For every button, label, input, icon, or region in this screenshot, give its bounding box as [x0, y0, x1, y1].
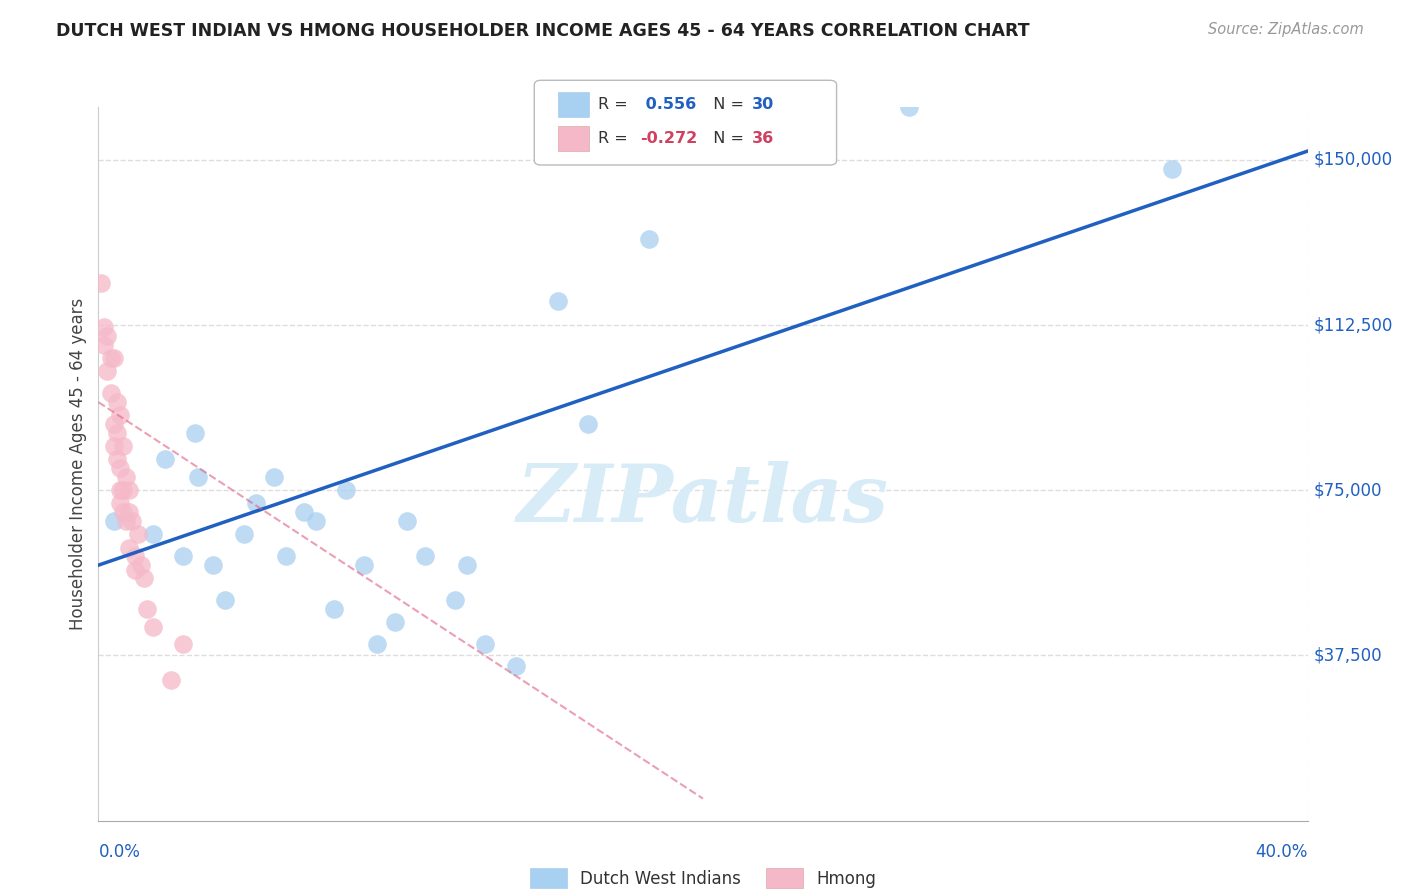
Text: 36: 36: [752, 131, 775, 145]
Text: DUTCH WEST INDIAN VS HMONG HOUSEHOLDER INCOME AGES 45 - 64 YEARS CORRELATION CHA: DUTCH WEST INDIAN VS HMONG HOUSEHOLDER I…: [56, 22, 1029, 40]
Point: [118, 541, 141, 555]
Point: [108, 496, 131, 510]
Point: [1160, 161, 1182, 176]
Point: [576, 417, 599, 432]
Point: [132, 571, 155, 585]
Point: [142, 527, 165, 541]
Point: [118, 483, 141, 498]
Point: [474, 637, 496, 651]
Point: [353, 558, 375, 573]
Point: [114, 514, 136, 528]
Text: R =: R =: [598, 97, 633, 112]
Point: [142, 620, 165, 634]
Point: [111, 505, 134, 519]
Point: [103, 417, 125, 432]
Point: [108, 483, 131, 498]
Point: [172, 549, 194, 564]
Point: [305, 514, 328, 528]
Point: [96, 364, 118, 378]
Point: [108, 409, 131, 423]
Text: $150,000: $150,000: [1313, 151, 1393, 169]
Legend: Dutch West Indians, Hmong: Dutch West Indians, Hmong: [523, 862, 883, 892]
Point: [232, 527, 254, 541]
Text: ZIPatlas: ZIPatlas: [517, 461, 889, 538]
Point: [135, 602, 157, 616]
Point: [105, 395, 128, 409]
Text: $112,500: $112,500: [1313, 316, 1393, 334]
Point: [103, 439, 125, 453]
Point: [637, 232, 659, 246]
Point: [172, 637, 194, 651]
Point: [335, 483, 357, 498]
Point: [118, 505, 141, 519]
Point: [263, 470, 285, 484]
Y-axis label: Householder Income Ages 45 - 64 years: Householder Income Ages 45 - 64 years: [69, 298, 87, 630]
Point: [93, 320, 115, 334]
Point: [444, 593, 467, 607]
Text: 0.0%: 0.0%: [98, 843, 141, 861]
Point: [274, 549, 297, 564]
Point: [187, 470, 209, 484]
Point: [111, 483, 134, 498]
Point: [129, 558, 152, 573]
Point: [100, 351, 122, 365]
Point: [366, 637, 388, 651]
Text: -0.272: -0.272: [640, 131, 697, 145]
Point: [108, 461, 131, 475]
Text: R =: R =: [598, 131, 633, 145]
Point: [93, 338, 115, 352]
Point: [100, 386, 122, 401]
Point: [127, 527, 149, 541]
Point: [90, 73, 112, 87]
Point: [245, 496, 267, 510]
Point: [292, 505, 315, 519]
Point: [124, 549, 146, 564]
Point: [114, 470, 136, 484]
Point: [395, 514, 418, 528]
Text: Source: ZipAtlas.com: Source: ZipAtlas.com: [1208, 22, 1364, 37]
Point: [505, 659, 527, 673]
Point: [897, 100, 920, 114]
Point: [456, 558, 478, 573]
Point: [384, 615, 406, 630]
Point: [121, 514, 143, 528]
Point: [214, 593, 236, 607]
Point: [105, 452, 128, 467]
Point: [160, 673, 183, 687]
Point: [547, 293, 569, 308]
Text: $37,500: $37,500: [1313, 647, 1382, 665]
Text: N =: N =: [703, 131, 749, 145]
Point: [103, 514, 125, 528]
Point: [90, 277, 112, 291]
Point: [111, 439, 134, 453]
Text: $75,000: $75,000: [1313, 482, 1382, 500]
Point: [202, 558, 225, 573]
Point: [323, 602, 346, 616]
Point: [184, 425, 207, 440]
Point: [103, 351, 125, 365]
Point: [105, 425, 128, 440]
Point: [124, 563, 146, 577]
Text: 30: 30: [752, 97, 775, 112]
Text: 0.556: 0.556: [640, 97, 696, 112]
Text: 40.0%: 40.0%: [1256, 843, 1308, 861]
Text: N =: N =: [703, 97, 749, 112]
Point: [413, 549, 436, 564]
Point: [153, 452, 176, 467]
Point: [96, 329, 118, 343]
